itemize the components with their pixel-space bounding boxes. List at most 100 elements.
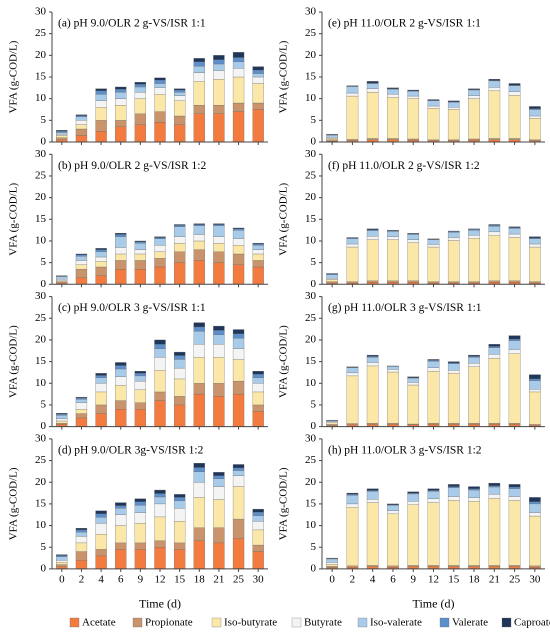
bar-segment (468, 489, 480, 498)
bar-segment (193, 344, 205, 358)
y-tick-label: 25 (35, 169, 47, 181)
bar-segment (508, 484, 521, 488)
bar-segment (407, 138, 420, 141)
x-tick-label: 15 (174, 573, 186, 585)
bar-segment (346, 565, 359, 568)
bar-segment (232, 264, 245, 285)
bar-segment (468, 565, 480, 567)
bar-segment (346, 492, 359, 495)
y-tick-label: 30 (305, 432, 317, 444)
bar-segment (387, 138, 399, 140)
bar-segment (488, 87, 501, 92)
bar-segment (508, 233, 521, 238)
bar-segment (447, 281, 460, 284)
y-tick-label: 0 (41, 420, 47, 432)
bar-segment (154, 348, 166, 358)
bar-segment (115, 514, 127, 526)
bar-segment (134, 240, 147, 242)
legend-swatch (439, 617, 450, 628)
bar-segment (366, 92, 379, 139)
bar-segment (213, 486, 225, 500)
bar-segment (193, 331, 205, 345)
y-tick-label: 30 (35, 432, 47, 444)
y-tick-label: 10 (35, 92, 47, 104)
bar-segment (232, 102, 245, 112)
y-tick-label: 15 (305, 71, 317, 83)
bar-segment (407, 501, 420, 505)
y-tick-label: 20 (305, 49, 317, 61)
bar-segment (75, 536, 88, 544)
bar-segment (95, 248, 107, 250)
bar-segment (75, 116, 88, 121)
bar-segment (508, 95, 521, 139)
y-tick-label: 15 (35, 497, 47, 509)
bar-segment (447, 500, 460, 566)
bar-segment (427, 502, 440, 566)
bar-segment (134, 498, 147, 502)
y-tick-label: 15 (305, 213, 317, 225)
bar-segment (252, 411, 264, 427)
bar-segment (173, 367, 186, 380)
bar-segment (232, 393, 245, 427)
bar-segment (154, 344, 166, 349)
bar-segment (75, 264, 88, 270)
bar-segment (508, 85, 521, 92)
bar-segment (252, 249, 264, 255)
bar-segment (488, 280, 501, 283)
bar-segment (115, 525, 127, 544)
bar-segment (529, 512, 541, 517)
bar-segment (366, 422, 379, 425)
bar-segment (488, 565, 501, 567)
bar-segment (213, 251, 225, 263)
bar-segment (508, 349, 521, 354)
x-tick-label: 2 (79, 573, 85, 585)
bar-segment (75, 417, 88, 427)
bar-segment (193, 234, 205, 242)
bar-segment (154, 237, 166, 239)
bar-segment (213, 330, 225, 335)
bar-segment (232, 61, 245, 69)
bar-segment (468, 501, 480, 566)
bar-segment (95, 266, 107, 276)
bar-segment (193, 224, 205, 226)
x-tick-label: 4 (370, 573, 376, 585)
bar-segment (75, 399, 88, 403)
bar-segment (193, 113, 205, 143)
bar-segment (326, 558, 338, 563)
bar-segment (529, 243, 541, 248)
bar-segment (95, 375, 107, 378)
panel-title: (f) pH 11.0/OLR 2 g-VS/ISR 1:2 (328, 160, 480, 172)
bar-segment (134, 501, 147, 506)
bar-segment (154, 540, 166, 548)
bar-segment (529, 118, 541, 140)
bar-segment (213, 325, 225, 331)
bar-segment (326, 274, 338, 279)
bar-segment (529, 391, 541, 425)
bar-segment (252, 242, 264, 245)
y-axis-label: VFA (g-COD/L) (278, 325, 290, 398)
bar-segment (154, 251, 166, 259)
bar-segment (252, 69, 264, 74)
bar-segment (56, 562, 68, 565)
bar-segment (529, 380, 541, 390)
y-tick-label: 10 (305, 377, 317, 389)
legend-label: Iso-valerate (370, 617, 422, 629)
bar-segment (529, 109, 541, 117)
bar-segment (232, 245, 245, 255)
bar-segment (154, 236, 166, 238)
bar-segment (213, 542, 225, 570)
bar-segment (115, 505, 127, 509)
x-tick-label: 12 (155, 573, 166, 585)
bar-segment (213, 478, 225, 487)
bar-segment (447, 486, 460, 489)
bar-segment (407, 95, 420, 99)
bar-segment (173, 100, 186, 117)
y-tick-label: 0 (311, 562, 317, 574)
bar-segment (95, 256, 107, 262)
bar-segment (193, 393, 205, 427)
bar-segment (193, 540, 205, 570)
y-tick-label: 25 (305, 454, 317, 466)
bar-segment (56, 413, 68, 416)
bar-segment (193, 58, 205, 62)
bar-segment (407, 565, 420, 567)
